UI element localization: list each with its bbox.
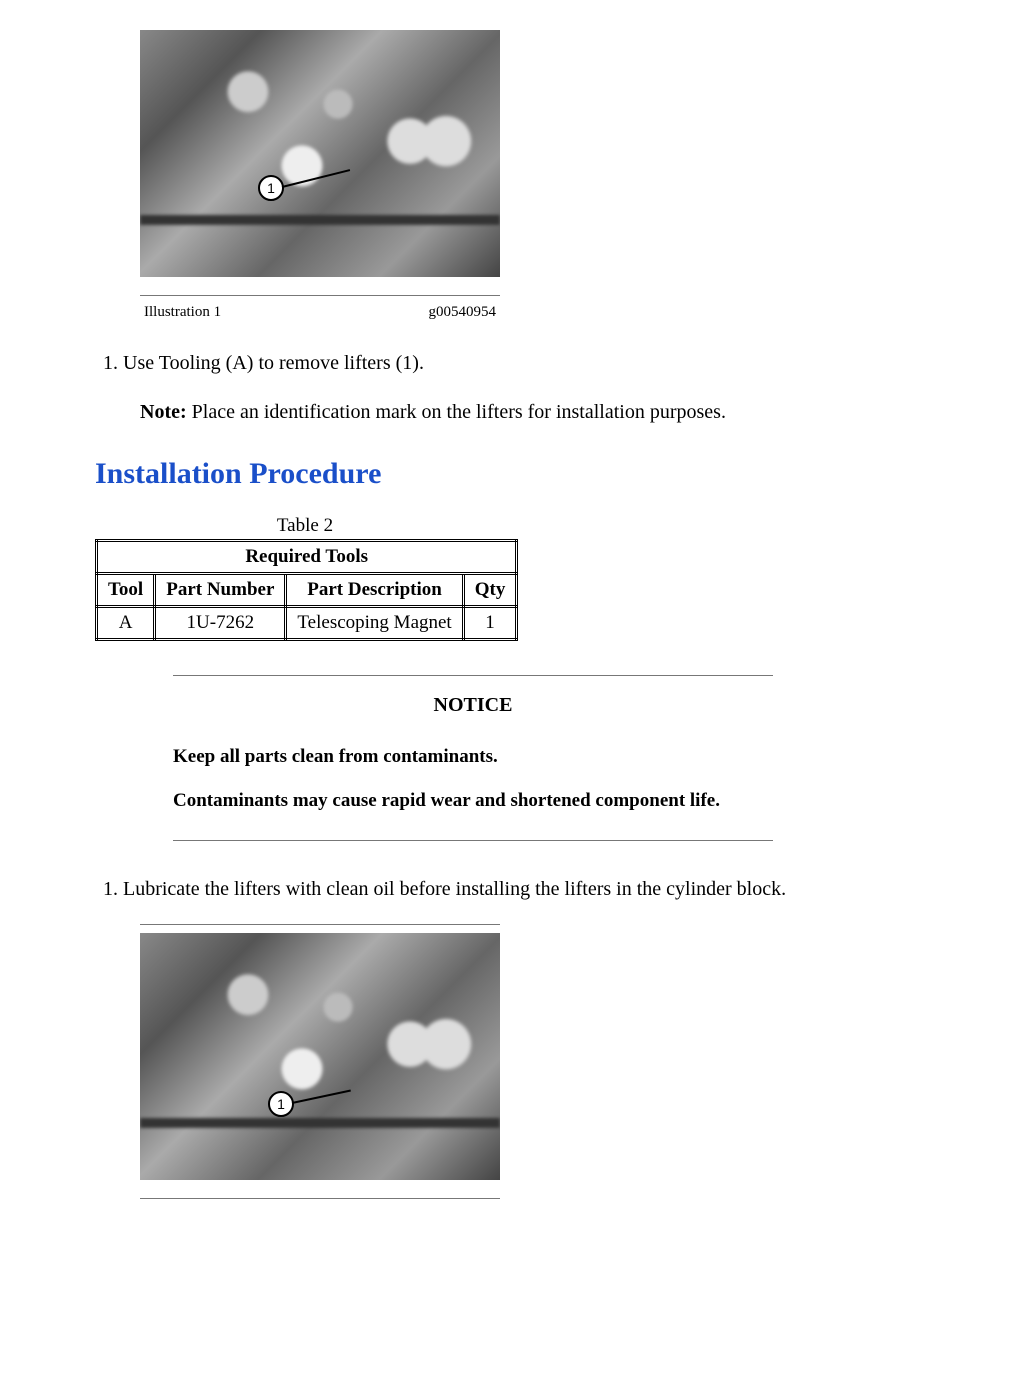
table-header: Required Tools — [97, 541, 517, 574]
cell-tool: A — [97, 607, 155, 640]
illustration-1-rule — [140, 295, 500, 296]
required-tools-table: Required Tools Tool Part Number Part Des… — [95, 539, 518, 641]
notice-line-2: Contaminants may cause rapid wear and sh… — [173, 787, 773, 815]
cell-qty: 1 — [463, 607, 517, 640]
col-qty: Qty — [463, 574, 517, 607]
notice-rule-bottom — [173, 840, 773, 841]
col-part-description: Part Description — [286, 574, 463, 607]
section-heading: Installation Procedure — [95, 457, 929, 491]
callout-1-line — [282, 169, 350, 188]
table-label: Table 2 — [95, 515, 515, 537]
table-row: A 1U-7262 Telescoping Magnet 1 — [97, 607, 517, 640]
illustration-2-block: 1 — [140, 924, 500, 1199]
illustration-1-image: 1 — [140, 30, 500, 277]
table-columns-row: Tool Part Number Part Description Qty — [97, 574, 517, 607]
illustration-2-rule-bottom — [140, 1198, 500, 1199]
illustration-2-image: 1 — [140, 933, 500, 1180]
callout-1: 1 — [258, 175, 284, 201]
removal-steps: Use Tooling (A) to remove lifters (1). — [95, 349, 929, 378]
col-part-number: Part Number — [155, 574, 286, 607]
note-text: Place an identification mark on the lift… — [187, 401, 726, 423]
callout-2-line — [292, 1090, 351, 1104]
notice-rule-top — [173, 675, 773, 676]
notice-block: NOTICE Keep all parts clean from contami… — [173, 675, 773, 841]
note-label: Note: — [140, 401, 187, 423]
col-tool: Tool — [97, 574, 155, 607]
removal-step-1: Use Tooling (A) to remove lifters (1). — [123, 349, 929, 378]
notice-line-1: Keep all parts clean from contaminants. — [173, 743, 773, 771]
notice-title: NOTICE — [173, 694, 773, 717]
install-steps: Lubricate the lifters with clean oil bef… — [95, 875, 929, 904]
install-step-1: Lubricate the lifters with clean oil bef… — [123, 875, 929, 904]
illustration-2-rule-top — [140, 924, 500, 925]
cell-part-description: Telescoping Magnet — [286, 607, 463, 640]
illustration-1-caption: Illustration 1 g00540954 — [140, 304, 500, 321]
illustration-1-label: Illustration 1 — [144, 304, 221, 321]
illustration-1-block: 1 Illustration 1 g00540954 — [140, 30, 500, 321]
callout-2: 1 — [268, 1091, 294, 1117]
illustration-1-id: g00540954 — [429, 304, 497, 321]
note-line: Note: Place an identification mark on th… — [140, 398, 929, 427]
cell-part-number: 1U-7262 — [155, 607, 286, 640]
